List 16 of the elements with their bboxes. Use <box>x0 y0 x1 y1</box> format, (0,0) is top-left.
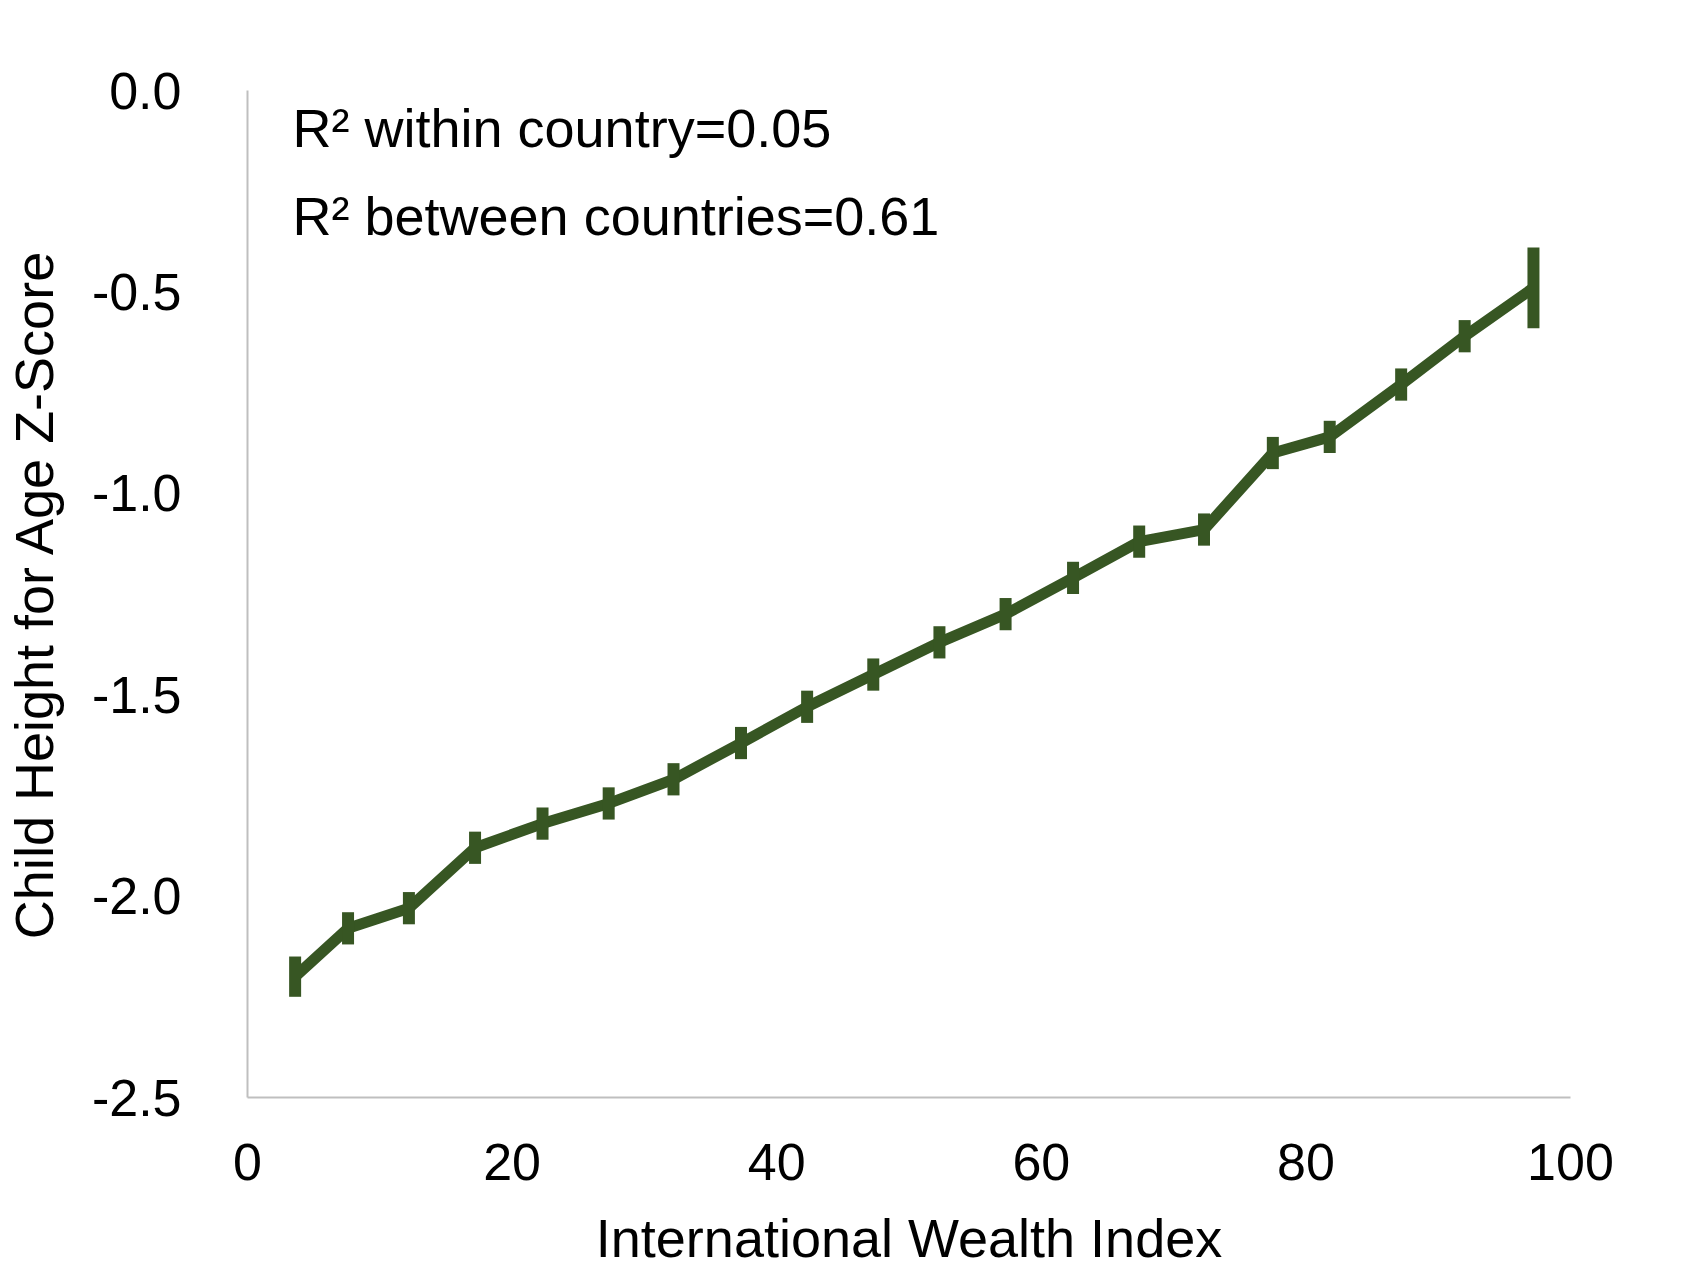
x-axis-title: International Wealth Index <box>595 1207 1223 1268</box>
y-tick-label: -2.0 <box>91 867 182 926</box>
y-tick-label: -0.5 <box>91 262 182 321</box>
y-tick-label: -1.0 <box>91 464 182 523</box>
x-tick-label: 80 <box>1276 1132 1335 1191</box>
x-tick-label: 20 <box>483 1132 542 1191</box>
y-tick-label: -1.5 <box>91 665 182 724</box>
x-tick-label: 100 <box>1527 1132 1614 1191</box>
y-tick-label: 0.0 <box>109 61 182 120</box>
x-tick-label: 60 <box>1012 1132 1071 1191</box>
y-axis-title: Child Height for Age Z-Score <box>3 251 64 940</box>
x-tick-label: 0 <box>233 1132 262 1191</box>
annotation: R² between countries=0.61 <box>292 185 940 246</box>
y-tick-label: -2.5 <box>91 1068 182 1127</box>
annotation: R² within country=0.05 <box>292 97 832 158</box>
x-tick-label: 40 <box>747 1132 806 1191</box>
